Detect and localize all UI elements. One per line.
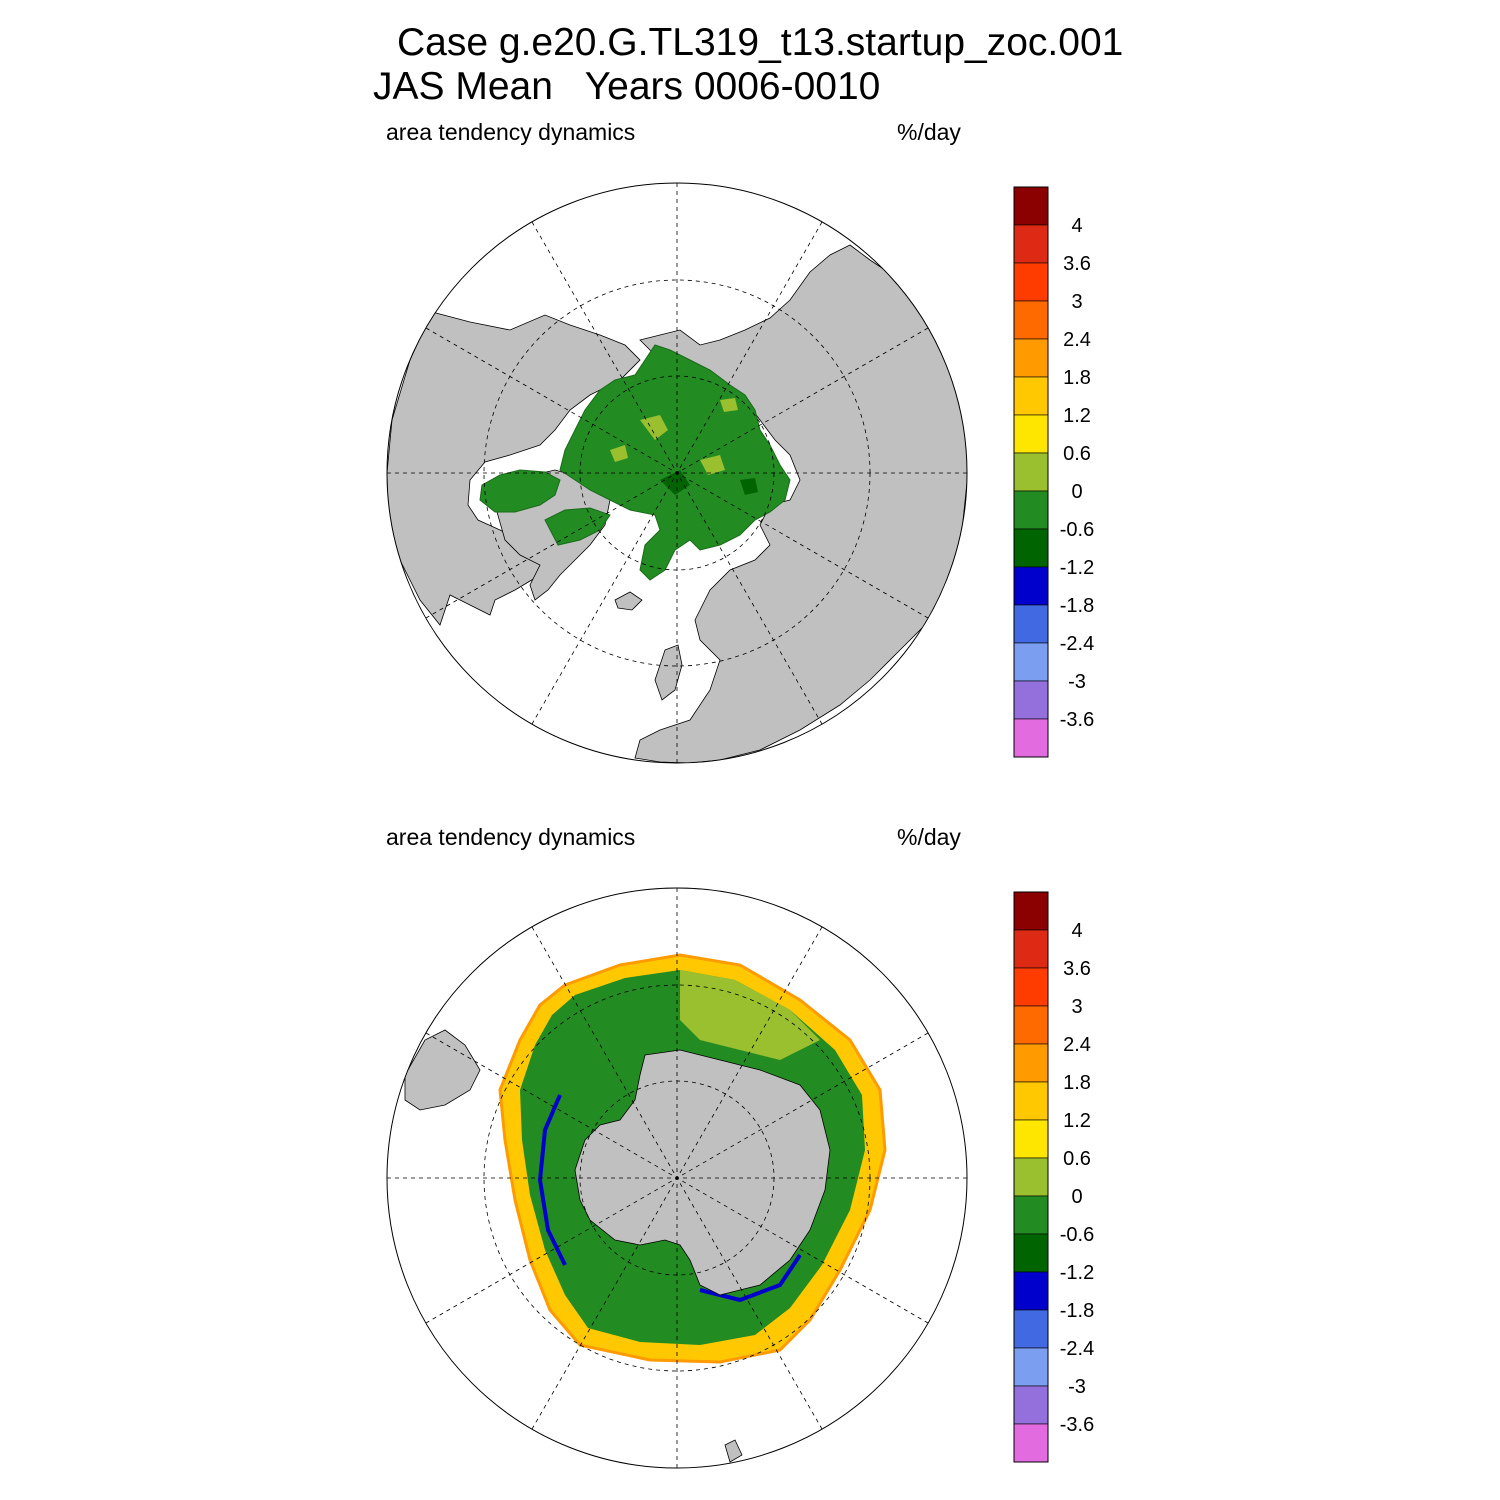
figure-title-period: JAS Mean Years 0006-0010 [373,65,881,108]
colorbar-tick-label: -2.4 [1060,633,1094,655]
colorbar-tick-label: 3.6 [1063,253,1091,275]
colorbar-swatch [1013,1195,1049,1235]
colorbar-tick-label: 0.6 [1063,443,1091,465]
colorbar-swatch [1013,967,1049,1007]
colorbar-swatch [1013,490,1049,530]
colorbar-tick-label: 1.2 [1063,405,1091,427]
colorbar-tick-label: -0.6 [1060,519,1094,541]
north-polar-map [386,182,968,764]
colorbar-tick-label: -1.2 [1060,1262,1094,1284]
colorbar-swatch [1013,1081,1049,1121]
colorbar-tick-label: -1.8 [1060,595,1094,617]
colorbar-tick-label: 4 [1071,920,1082,942]
colorbar-swatch [1013,224,1049,264]
colorbar-tick-label: -0.6 [1060,1224,1094,1246]
colorbar-tick-label: 1.8 [1063,367,1091,389]
colorbar-tick-label: 1.2 [1063,1110,1091,1132]
south-panel-variable-label: area tendency dynamics [386,824,636,850]
colorbar-tick-label: 4 [1071,215,1082,237]
colorbar-swatch [1013,642,1049,682]
colorbar-tick-label: -1.8 [1060,1300,1094,1322]
colorbar-tick-label: 2.4 [1063,329,1091,351]
colorbar-tick-label: 1.8 [1063,1072,1091,1094]
colorbar-tick-label: -1.2 [1060,557,1094,579]
antarctica-land [574,1049,831,1296]
colorbar-swatch [1013,376,1049,416]
colorbar-tick-label: -3.6 [1060,709,1094,731]
colorbar-swatch [1013,186,1049,226]
colorbar-tick-label: 0 [1071,481,1082,503]
colorbar-swatch [1013,338,1049,378]
colorbar-swatch [1013,1423,1049,1463]
south-panel-units-label: %/day [897,824,961,850]
colorbar-tick-label: -3 [1068,671,1086,693]
eurasia-land [634,244,967,763]
colorbar-swatch [1013,1005,1049,1045]
colorbar-swatch [1013,680,1049,720]
colorbar-swatch [1013,262,1049,302]
colorbar-tick-label: 3 [1071,996,1082,1018]
colorbar-swatch [1013,1385,1049,1425]
north-panel-variable-label: area tendency dynamics [386,119,636,145]
figure-title-case: Case g.e20.G.TL319_t13.startup_zoc.001 [397,21,1124,64]
colorbar-swatch [1013,1271,1049,1311]
south-polar-map [386,887,968,1469]
colorbar-tick-label: -3.6 [1060,1414,1094,1436]
colorbar-swatch [1013,414,1049,454]
north-america-land [387,311,641,626]
colorbar-swatch [1013,718,1049,758]
colorbar-swatch [1013,452,1049,492]
north-colorbar: 4 3.6 3 2.4 1.8 1.2 0.6 0 -0.6 -1.2 -1.8 -2.4 -3 -3.6 [1013,186,1094,758]
colorbar-tick-label: 2.4 [1063,1034,1091,1056]
colorbar-tick-label: 0 [1071,1186,1082,1208]
colorbar-swatch [1013,1119,1049,1159]
colorbar-swatch [1013,929,1049,969]
colorbar-border [1013,186,1049,758]
colorbar-swatch [1013,1309,1049,1349]
colorbar-swatch [1013,1347,1049,1387]
colorbar-swatch [1013,1233,1049,1273]
colorbar-border [1013,891,1049,1463]
colorbar-swatch [1013,891,1049,931]
colorbar-swatch [1013,1157,1049,1197]
colorbar-swatch [1013,300,1049,340]
colorbar-tick-label: 0.6 [1063,1148,1091,1170]
colorbar-tick-label: 3.6 [1063,958,1091,980]
colorbar-tick-label: -3 [1068,1376,1086,1398]
colorbar-swatch [1013,566,1049,606]
south-colorbar: 4 3.6 3 2.4 1.8 1.2 0.6 0 -0.6 -1.2 -1.8 -2.4 -3 -3.6 [1013,891,1094,1463]
colorbar-swatch [1013,604,1049,644]
colorbar-swatch [1013,1043,1049,1083]
colorbar-swatch [1013,528,1049,568]
colorbar-tick-label: 3 [1071,291,1082,313]
colorbar-tick-label: -2.4 [1060,1338,1094,1360]
north-panel-units-label: %/day [897,119,961,145]
